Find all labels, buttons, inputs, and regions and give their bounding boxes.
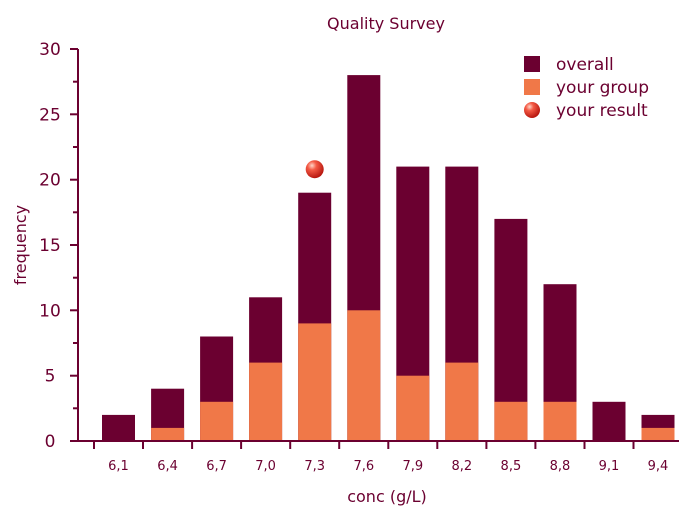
x-tick-label: 9,4 [648,459,669,474]
y-tick-label: 20 [39,171,61,191]
bar-your-group [396,375,430,441]
y-tick-label: 10 [39,301,61,321]
x-tick-label: 8,2 [451,459,472,474]
y-tick-label: 5 [45,367,56,387]
x-tick-label: 7,6 [353,459,374,474]
marker-group [305,160,324,179]
x-tick-label: 8,8 [550,459,571,474]
legend-label: your result [556,101,648,121]
x-tick-label: 6,4 [157,459,178,474]
legend-swatch-your-group [524,79,540,95]
x-tick-label: 9,1 [599,459,620,474]
bar-your-group [200,401,234,441]
chart-title: Quality Survey [327,14,445,33]
bar-your-group [298,323,332,441]
legend-swatch-overall [524,56,540,72]
bar-your-group [347,310,381,441]
legend-label: overall [556,55,614,75]
legend-swatch-your-result [524,102,540,118]
bar-your-group [445,362,479,441]
x-axis-label: conc (g/L) [347,487,427,506]
bar-overall [102,414,135,441]
legend-label: your group [556,78,649,98]
x-tick-label: 7,3 [304,459,325,474]
bar-your-group [494,401,528,441]
x-tick-label: 6,7 [206,459,227,474]
bar-your-group [249,362,283,441]
bar-your-group [641,427,675,441]
legend: overall your group your result [524,55,649,121]
y-axis-label: frequency [11,205,30,285]
x-tick-label: 7,0 [255,459,276,474]
bar-overall [592,401,626,441]
x-tick-label: 6,1 [108,459,129,474]
y-tick-label: 30 [39,40,61,60]
x-tick-label: 8,5 [501,459,522,474]
x-tick-label: 7,9 [402,459,423,474]
y-tick-label: 0 [45,432,56,452]
axes-group: 0 5 10 15 20 25 30 6,1 6,4 6,7 7,0 7,3 7,6 7,9 8,2 8,5 8… [39,40,679,474]
bar-your-group [151,427,185,441]
your-result-marker [305,160,324,179]
bar-your-group [543,401,577,441]
bars-group [102,75,675,441]
y-tick-label: 15 [39,236,61,256]
y-tick-label: 25 [39,105,61,125]
